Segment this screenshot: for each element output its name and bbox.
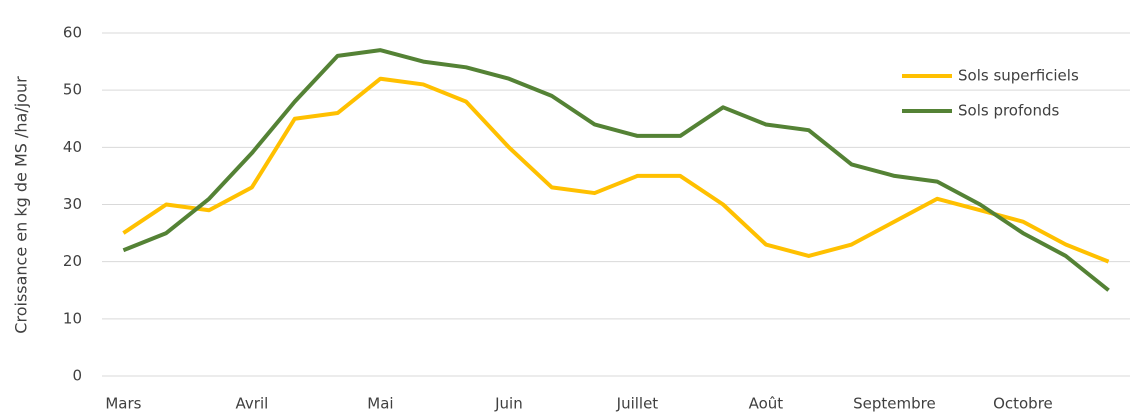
y-tick-label: 50 [63,81,82,99]
y-tick-label: 30 [63,195,82,213]
y-tick-label: 0 [72,367,82,385]
x-tick-label: Avril [236,395,269,412]
x-tick-label: Juin [494,395,523,412]
x-tick-label: Septembre [853,395,936,412]
series-line [122,76,1110,264]
x-tick-label: Août [749,395,784,412]
y-tick-label: 60 [63,24,82,42]
x-tick-label: Octobre [993,395,1053,412]
y-axis-label: Croissance en kg de MS /ha/jour [12,76,31,334]
y-tick-label: 40 [63,138,82,156]
x-tick-label: Mai [367,395,393,412]
x-tick-label: Juillet [616,395,659,412]
legend-label: Sols profonds [958,102,1059,120]
y-tick-label: 20 [63,252,82,270]
y-tick-label: 10 [63,309,82,327]
legend-label: Sols superficiels [958,67,1079,85]
x-tick-label: Mars [105,395,141,412]
series-line [122,48,1110,292]
